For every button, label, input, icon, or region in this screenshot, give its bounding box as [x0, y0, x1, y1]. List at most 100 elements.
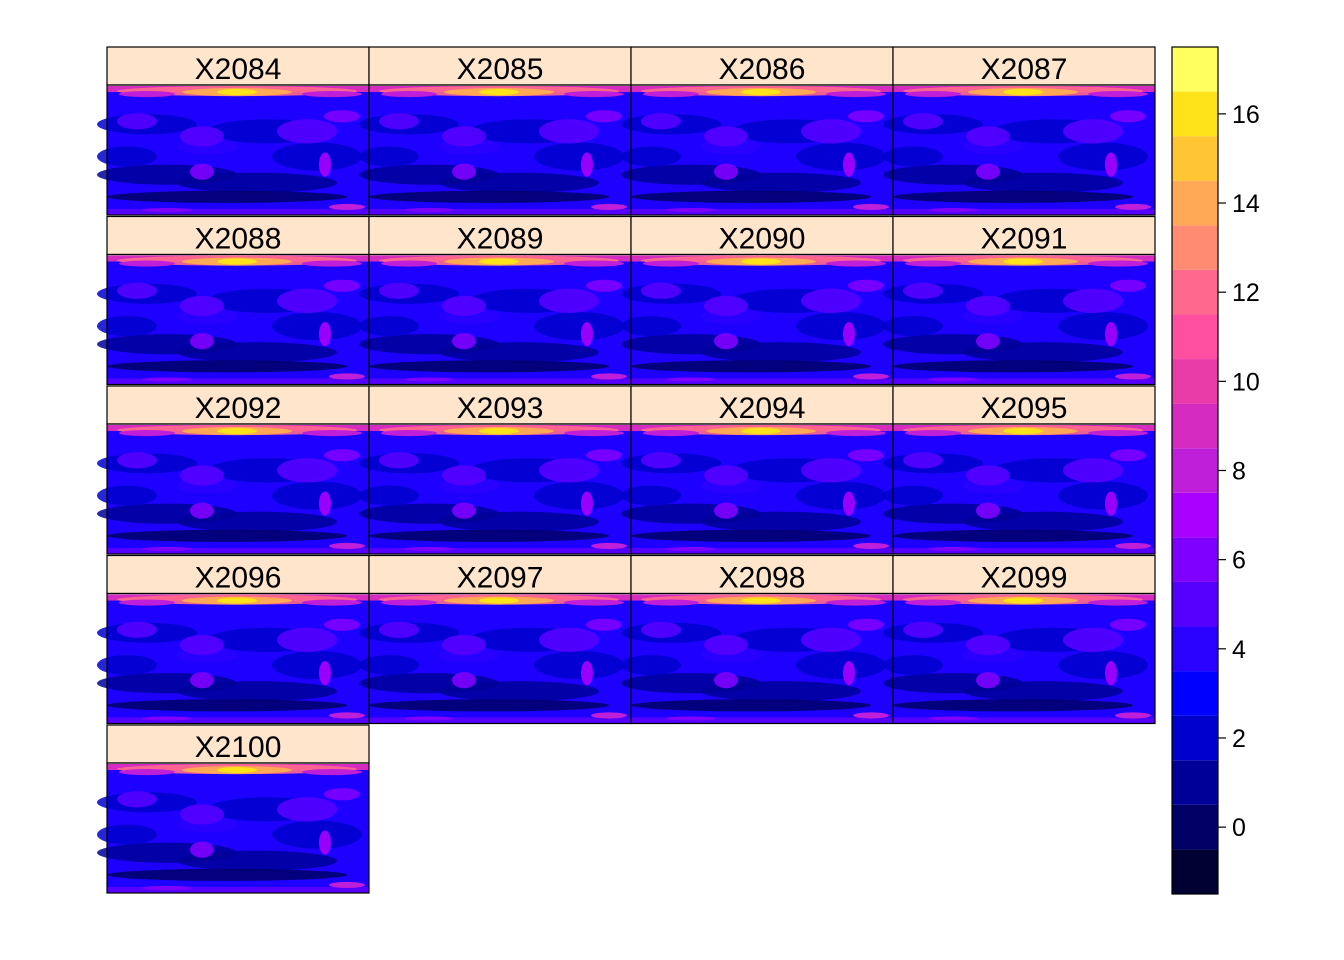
panel-strip — [106, 554, 370, 595]
panel-frame — [892, 592, 1156, 725]
panel-title: X2088 — [195, 223, 282, 256]
panel-map — [883, 255, 1155, 385]
panel-map — [883, 425, 1155, 554]
panel-strip — [368, 385, 632, 425]
colorbar-swatch — [1172, 760, 1218, 805]
panel-X2084: X2084 — [97, 46, 370, 216]
panel-frame — [892, 423, 1156, 555]
panel-map — [359, 425, 631, 554]
panel-strip — [106, 46, 370, 86]
panel-map — [97, 255, 369, 385]
panel-X2095: X2095 — [883, 385, 1156, 555]
panel-strip — [106, 215, 370, 256]
panel-X2089: X2089 — [359, 215, 632, 386]
colorbar: 0 2 4 6 8 10 12 14 16 — [1171, 46, 1260, 895]
colorbar-swatch — [1172, 581, 1218, 627]
panel-title: X2100 — [195, 731, 282, 764]
colorbar-tick-label: 4 — [1232, 636, 1246, 664]
panel-grid: X2084 X2085 X2086 X2087 X2088 X2089 X2090 X2091… — [97, 46, 1156, 894]
panel-map — [883, 594, 1155, 724]
colorbar-swatch — [1172, 269, 1218, 315]
panel-frame — [892, 84, 1156, 216]
panel-map — [883, 86, 1155, 215]
panel-X2086: X2086 — [621, 46, 894, 216]
colorbar-tick-label: 16 — [1232, 101, 1260, 129]
panel-X2096: X2096 — [97, 554, 370, 725]
panel-X2100: X2100 — [97, 724, 370, 894]
panel-strip — [368, 215, 632, 256]
panel-title: X2092 — [195, 392, 282, 425]
panel-map — [359, 594, 631, 724]
panel-strip — [106, 385, 370, 425]
panel-title: X2098 — [719, 562, 806, 595]
colorbar-swatch — [1172, 225, 1218, 270]
panel-map — [97, 764, 369, 893]
panel-strip — [892, 385, 1156, 425]
panel-title: X2097 — [457, 562, 544, 595]
panel-map — [621, 255, 893, 385]
panel-map — [359, 86, 631, 215]
panel-title: X2099 — [981, 562, 1068, 595]
colorbar-tick-label: 0 — [1232, 814, 1246, 842]
panel-map — [621, 425, 893, 554]
panel-strip — [630, 46, 894, 86]
panel-strip — [892, 46, 1156, 86]
colorbar-swatch — [1172, 136, 1218, 181]
panel-frame — [892, 253, 1156, 386]
colorbar-swatch — [1172, 671, 1218, 716]
panel-title: X2086 — [719, 53, 806, 86]
colorbar-swatch — [1172, 715, 1218, 761]
panel-X2097: X2097 — [359, 554, 632, 725]
panel-X2092: X2092 — [97, 385, 370, 555]
panel-X2088: X2088 — [97, 215, 370, 386]
panel-X2090: X2090 — [621, 215, 894, 386]
colorbar-swatch — [1172, 47, 1218, 92]
panel-X2087: X2087 — [883, 46, 1156, 216]
colorbar-swatch — [1172, 849, 1218, 894]
colorbar-tick-label: 14 — [1232, 190, 1260, 218]
colorbar-tick-label: 6 — [1232, 547, 1246, 575]
panel-title: X2091 — [981, 223, 1068, 256]
panel-map — [97, 425, 369, 554]
colorbar-swatch — [1172, 804, 1218, 850]
panel-X2091: X2091 — [883, 215, 1156, 386]
colorbar-swatch — [1172, 403, 1218, 449]
colorbar-tick-label: 10 — [1232, 368, 1260, 396]
colorbar-swatch — [1172, 626, 1218, 672]
colorbar-swatch — [1172, 537, 1218, 582]
panel-X2085: X2085 — [359, 46, 632, 216]
colorbar-swatch — [1172, 314, 1218, 360]
panel-frame — [106, 762, 370, 894]
panel-X2094: X2094 — [621, 385, 894, 555]
panel-title: X2096 — [195, 562, 282, 595]
panel-map — [621, 86, 893, 215]
panel-title: X2095 — [981, 392, 1068, 425]
colorbar-swatch — [1172, 91, 1218, 137]
panel-map — [359, 255, 631, 385]
colorbar-tick-label: 8 — [1232, 458, 1246, 486]
panel-map — [97, 86, 369, 215]
colorbar-swatch — [1172, 492, 1218, 538]
panel-X2098: X2098 — [621, 554, 894, 725]
panel-strip — [368, 554, 632, 595]
panel-title: X2085 — [457, 53, 544, 86]
panel-X2093: X2093 — [359, 385, 632, 555]
panel-title: X2094 — [719, 392, 806, 425]
colorbar-swatch — [1172, 448, 1218, 493]
panel-map — [621, 594, 893, 724]
panel-title: X2084 — [195, 53, 282, 86]
panel-title: X2089 — [457, 223, 544, 256]
panel-title: X2093 — [457, 392, 544, 425]
panel-X2099: X2099 — [883, 554, 1156, 725]
panel-title: X2087 — [981, 53, 1068, 86]
panel-strip — [892, 554, 1156, 595]
colorbar-tick-label: 12 — [1232, 279, 1260, 307]
panel-strip — [892, 215, 1156, 256]
colorbar-swatch — [1172, 180, 1218, 226]
panel-map — [97, 594, 369, 724]
colorbar-swatch — [1172, 359, 1218, 404]
colorbar-tick-label: 2 — [1232, 725, 1246, 753]
panel-strip — [368, 46, 632, 86]
panel-strip — [630, 215, 894, 256]
